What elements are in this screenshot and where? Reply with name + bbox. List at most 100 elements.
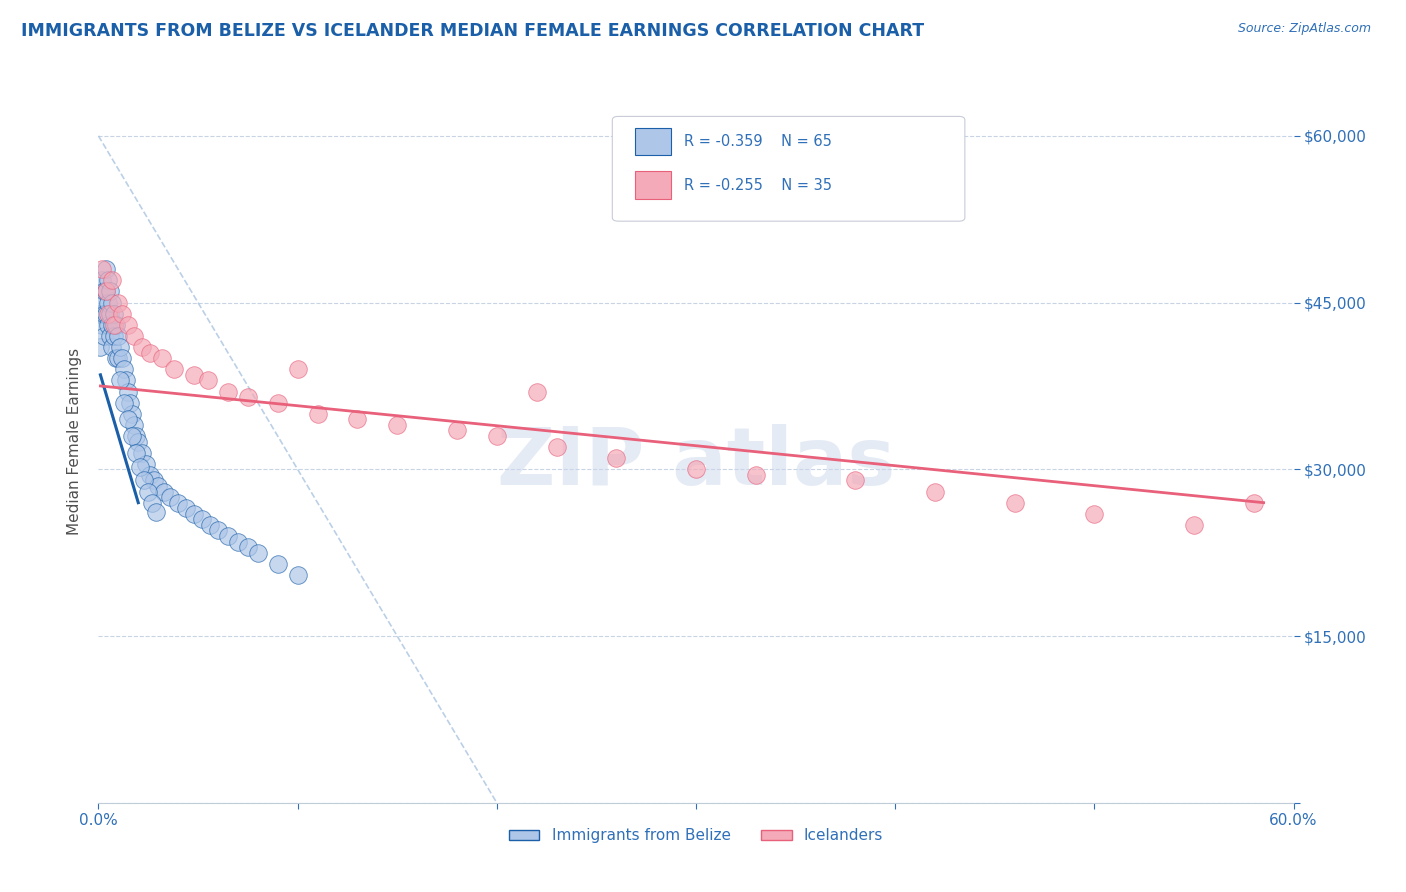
Point: [207, 524, 229, 538]
Point: [103, 307, 125, 321]
Point: [129, 460, 152, 475]
Point: [217, 384, 239, 399]
Point: [97, 295, 120, 310]
Point: [101, 340, 124, 354]
Point: [89, 307, 111, 321]
Point: [267, 395, 290, 409]
Point: [121, 429, 143, 443]
Point: [127, 434, 149, 449]
Point: [139, 467, 162, 482]
Point: [112, 362, 135, 376]
Point: [105, 351, 128, 366]
Point: [103, 318, 125, 332]
Point: [107, 329, 129, 343]
Point: [159, 490, 181, 504]
Point: [546, 440, 568, 454]
Point: [101, 273, 124, 287]
Point: [91, 262, 114, 277]
Point: [217, 529, 239, 543]
Text: R = -0.359    N = 65: R = -0.359 N = 65: [685, 134, 832, 149]
Point: [91, 318, 114, 332]
Point: [446, 424, 468, 438]
Point: [385, 417, 409, 432]
FancyBboxPatch shape: [613, 117, 965, 221]
Point: [1083, 507, 1105, 521]
Text: Source: ZipAtlas.com: Source: ZipAtlas.com: [1237, 22, 1371, 36]
Point: [143, 474, 166, 488]
Point: [236, 540, 259, 554]
Point: [141, 496, 163, 510]
Point: [93, 329, 115, 343]
Point: [287, 362, 309, 376]
Point: [110, 373, 132, 387]
Point: [121, 407, 143, 421]
Text: R = -0.255    N = 35: R = -0.255 N = 35: [685, 178, 832, 193]
Point: [174, 501, 197, 516]
Point: [526, 384, 548, 399]
Point: [226, 534, 249, 549]
Point: [96, 262, 118, 277]
Bar: [636, 128, 671, 155]
Point: [287, 568, 309, 582]
Point: [117, 412, 139, 426]
Point: [685, 462, 707, 476]
Point: [97, 273, 120, 287]
Point: [131, 340, 153, 354]
Point: [148, 479, 170, 493]
Point: [97, 307, 120, 321]
Point: [115, 373, 138, 387]
Point: [150, 351, 173, 366]
Text: ZIP atlas: ZIP atlas: [496, 425, 896, 502]
Point: [183, 368, 205, 382]
Y-axis label: Median Female Earnings: Median Female Earnings: [67, 348, 83, 535]
Point: [153, 484, 176, 499]
Point: [111, 307, 134, 321]
Point: [1243, 496, 1265, 510]
Point: [107, 351, 129, 366]
Point: [191, 512, 214, 526]
Point: [246, 546, 269, 560]
Point: [198, 517, 221, 532]
Point: [96, 285, 118, 299]
Point: [485, 429, 508, 443]
Point: [124, 329, 146, 343]
Point: [101, 295, 124, 310]
Point: [131, 445, 153, 459]
Point: [117, 384, 139, 399]
Point: [103, 329, 125, 343]
Point: [307, 407, 329, 421]
Point: [97, 318, 120, 332]
Point: [107, 295, 129, 310]
Point: [105, 318, 128, 332]
Point: [91, 273, 114, 287]
Point: [1182, 517, 1205, 532]
Bar: [636, 171, 671, 199]
Text: IMMIGRANTS FROM BELIZE VS ICELANDER MEDIAN FEMALE EARNINGS CORRELATION CHART: IMMIGRANTS FROM BELIZE VS ICELANDER MEDI…: [21, 22, 924, 40]
Point: [98, 307, 122, 321]
Point: [125, 445, 148, 459]
Point: [98, 329, 122, 343]
Point: [98, 285, 122, 299]
Point: [605, 451, 627, 466]
Point: [112, 395, 135, 409]
Point: [125, 429, 148, 443]
Point: [236, 390, 259, 404]
Point: [93, 285, 115, 299]
Point: [96, 285, 118, 299]
Point: [111, 351, 134, 366]
Point: [346, 412, 368, 426]
Point: [844, 474, 866, 488]
Point: [110, 340, 132, 354]
Point: [924, 484, 946, 499]
Point: [167, 496, 190, 510]
Point: [197, 373, 219, 387]
Point: [139, 345, 162, 359]
Point: [145, 505, 167, 519]
Point: [267, 557, 290, 571]
Point: [124, 417, 146, 432]
Point: [93, 307, 115, 321]
Point: [134, 474, 156, 488]
Legend: Immigrants from Belize, Icelanders: Immigrants from Belize, Icelanders: [502, 822, 890, 849]
Point: [91, 295, 114, 310]
Point: [96, 307, 118, 321]
